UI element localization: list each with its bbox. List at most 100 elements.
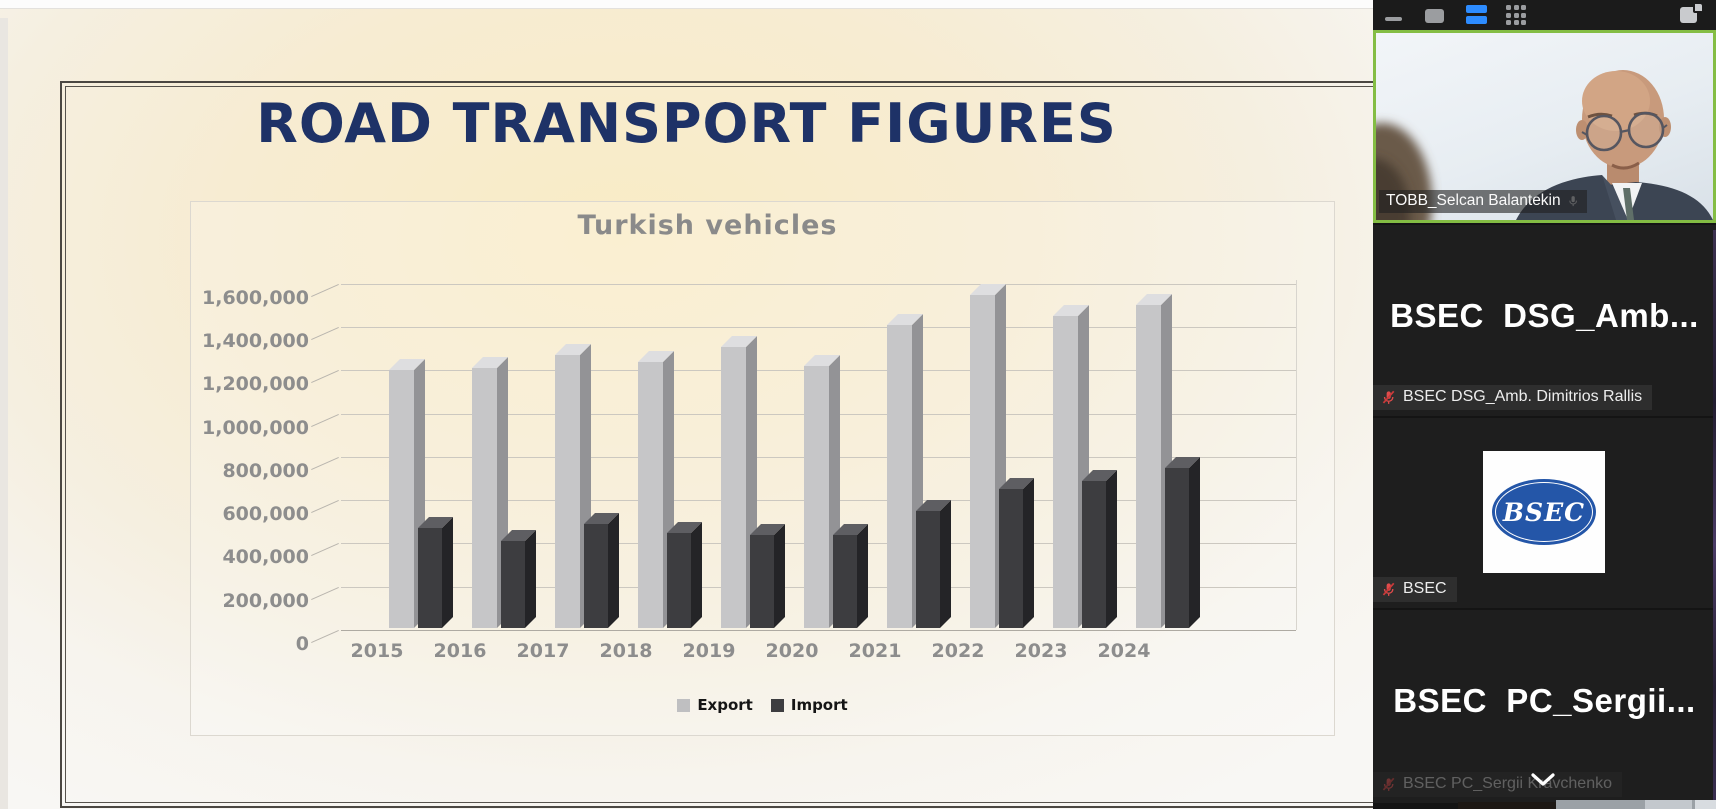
- bar-import: [667, 521, 702, 628]
- participant-big-label: BSEC DSG_Amb...: [1390, 297, 1699, 334]
- participant-name: BSEC PC_Sergii Kravchenko: [1403, 775, 1612, 792]
- mic-muted-icon: [1382, 777, 1395, 791]
- participant-name-badge: TOBB_Selcan Balantekin: [1379, 190, 1587, 213]
- y-tick-mark: [311, 370, 339, 384]
- y-tick-label: 0: [295, 633, 309, 655]
- x-tick-label: 2016: [433, 640, 487, 662]
- scroll-more-participants-button[interactable]: [1521, 766, 1565, 794]
- share-top-strip: [0, 0, 1373, 9]
- legend-item-export: Export: [677, 696, 753, 714]
- legend-label-import: Import: [790, 696, 848, 714]
- x-tick-label: 2021: [848, 640, 902, 662]
- bar-import: [584, 513, 619, 628]
- x-tick-label: 2022: [931, 640, 985, 662]
- bar-import: [1165, 456, 1200, 628]
- bar-import: [999, 478, 1034, 628]
- participant-tile-pc[interactable]: BSEC PC_Sergii... BSEC PC_Sergii Kravche…: [1373, 610, 1716, 803]
- bar-export: [638, 350, 674, 628]
- chart-legend: Export Import: [191, 696, 1334, 714]
- y-tick-mark: [311, 543, 339, 557]
- y-tick-mark: [311, 629, 339, 644]
- view-toolbar: [1373, 0, 1716, 30]
- bar-export: [389, 359, 425, 628]
- popout-view-icon[interactable]: [1680, 4, 1702, 24]
- y-tick-mark: [311, 586, 339, 600]
- taskbar-fragment: [1556, 800, 1716, 809]
- x-tick-label: 2018: [599, 640, 653, 662]
- chart-object: Turkish vehicles 0 200,000 400,000 600,000 8…: [190, 201, 1335, 736]
- export-swatch: [677, 698, 691, 712]
- bar-export: [804, 355, 840, 628]
- bar-export: [1053, 305, 1089, 628]
- participant-big-label: BSEC PC_Sergii...: [1393, 682, 1696, 719]
- participants-sidebar: TOBB_Selcan Balantekin BSEC DSG_Amb... B…: [1373, 0, 1716, 809]
- slide-left-edge: [0, 18, 8, 809]
- y-tick-mark: [311, 500, 339, 514]
- taskbar-fragment-button: [1645, 800, 1692, 809]
- bar-export: [970, 283, 1006, 628]
- participant-tile-bsec[interactable]: BSEC BSEC: [1373, 418, 1716, 608]
- participant-name: BSEC: [1403, 580, 1447, 597]
- slide-border-frame: [60, 81, 1373, 808]
- x-tick-label: 2015: [350, 640, 404, 662]
- bar-export: [1136, 294, 1172, 628]
- bar-import: [501, 530, 536, 628]
- gridline: [341, 283, 1296, 285]
- y-tick-label: 200,000: [222, 589, 309, 612]
- y-tick-label: 400,000: [222, 546, 309, 569]
- bar-import: [833, 523, 868, 628]
- participant-name-bar: BSEC PC_Sergii Kravchenko: [1373, 772, 1622, 797]
- legend-item-import: Import: [770, 696, 848, 714]
- bar-export: [721, 335, 757, 628]
- legend-label-export: Export: [697, 696, 753, 714]
- import-swatch: [770, 698, 784, 712]
- participant-name-bar: BSEC: [1373, 577, 1457, 602]
- background-window-edge: [1713, 230, 1716, 803]
- y-tick-label: 800,000: [222, 459, 309, 482]
- participant-tile-video[interactable]: TOBB_Selcan Balantekin: [1373, 30, 1716, 223]
- y-tick-label: 600,000: [222, 503, 309, 526]
- bar-import: [750, 523, 785, 628]
- slide-title: ROAD TRANSPORT FIGURES: [256, 92, 1117, 155]
- stacked-view-icon[interactable]: [1466, 5, 1487, 26]
- y-tick-mark: [311, 456, 339, 470]
- plot-area: 0 200,000 400,000 600,000 800,000 1,000,000 1,…: [191, 202, 1334, 735]
- chevron-down-icon: [1531, 773, 1555, 786]
- participant-name: TOBB_Selcan Balantekin: [1386, 192, 1561, 209]
- y-tick-label: 1,000,000: [202, 416, 309, 439]
- participant-tile-dsg[interactable]: BSEC DSG_Amb... BSEC DSG_Amb. Dimitrios …: [1373, 225, 1716, 416]
- participant-name-bar: BSEC DSG_Amb. Dimitrios Rallis: [1373, 385, 1653, 410]
- x-tick-label: 2024: [1097, 640, 1151, 662]
- participant-name: BSEC DSG_Amb. Dimitrios Rallis: [1403, 388, 1643, 405]
- minimize-icon[interactable]: [1385, 17, 1402, 21]
- bar-import: [916, 500, 951, 628]
- chart-title: Turkish vehicles: [577, 210, 838, 241]
- x-tick-label: 2023: [1014, 640, 1068, 662]
- y-tick-mark: [311, 326, 339, 340]
- y-tick-mark: [311, 283, 339, 297]
- taskbar-fragment-button: [1695, 800, 1716, 809]
- bar-import: [1082, 469, 1117, 628]
- x-tick-label: 2019: [682, 640, 736, 662]
- y-tick-label: 1,600,000: [202, 286, 309, 309]
- mic-icon: [1568, 196, 1577, 207]
- bsec-logo: BSEC: [1483, 451, 1605, 573]
- gridline: [341, 326, 1296, 328]
- speaker-view-icon[interactable]: [1425, 9, 1444, 23]
- x-axis-line: [341, 630, 1296, 631]
- mic-muted-icon: [1382, 582, 1395, 596]
- y-tick-label: 1,400,000: [202, 329, 309, 352]
- bar-export: [555, 344, 591, 628]
- y-tick-mark: [311, 413, 339, 427]
- bar-export: [472, 357, 508, 628]
- bar-export: [887, 313, 923, 628]
- bar-import: [418, 517, 453, 628]
- screen-share-area: ROAD TRANSPORT FIGURES Turkish vehicles …: [0, 0, 1373, 809]
- x-tick-label: 2017: [516, 640, 570, 662]
- mic-muted-icon: [1382, 390, 1395, 404]
- gallery-view-icon[interactable]: [1506, 5, 1529, 27]
- x-tick-label: 2020: [765, 640, 819, 662]
- plot-right-edge: [1296, 280, 1297, 630]
- taskbar-fragment: [1458, 802, 1556, 809]
